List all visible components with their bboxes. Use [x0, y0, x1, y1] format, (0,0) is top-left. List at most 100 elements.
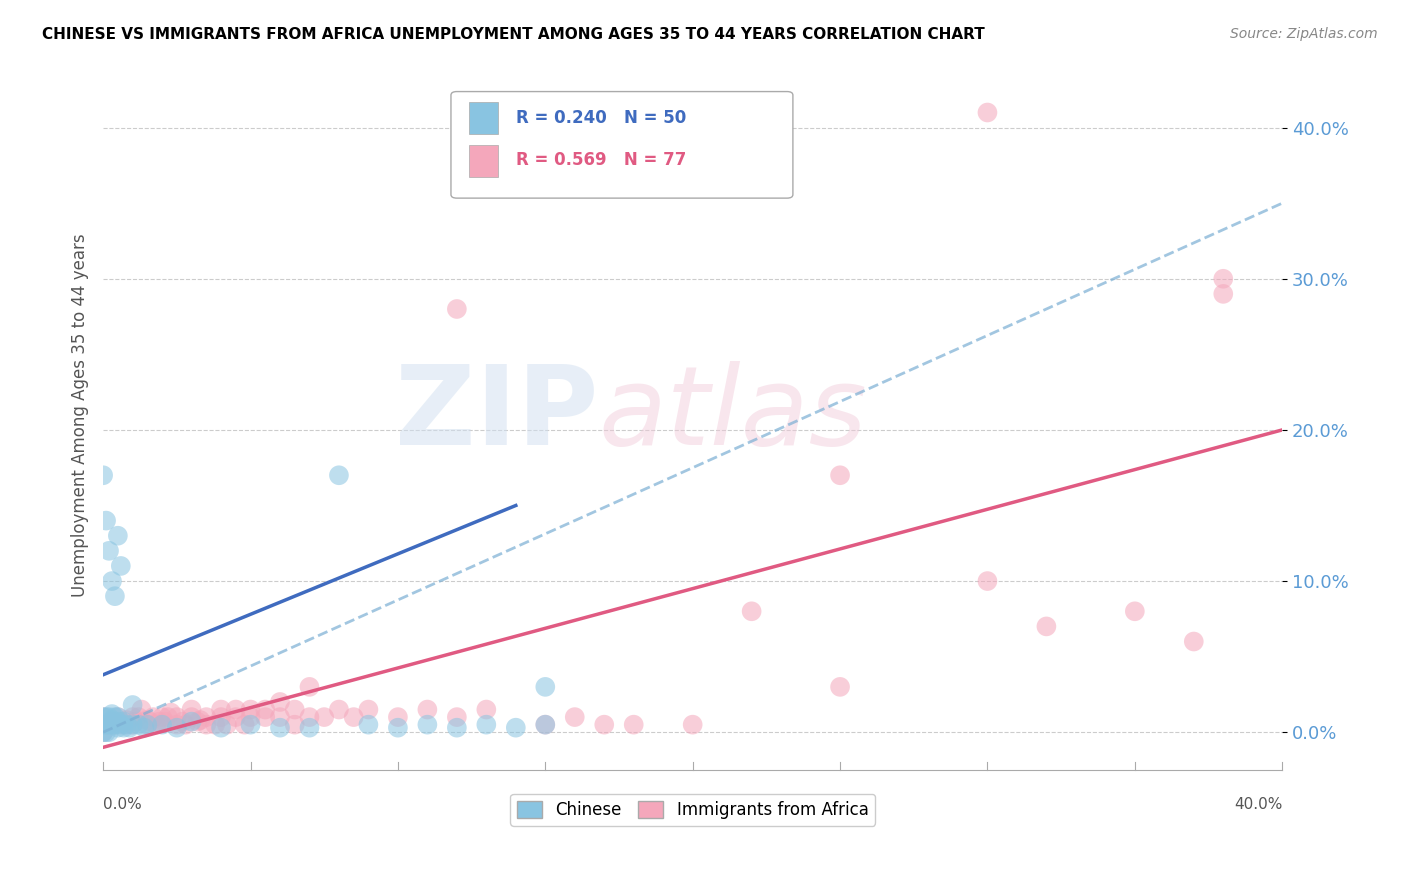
Point: [976, 574, 998, 588]
Point: [104, 717, 127, 731]
Point: [623, 717, 645, 731]
Point: [190, 713, 212, 727]
Point: [1212, 286, 1234, 301]
Bar: [468, 103, 498, 134]
Point: [104, 710, 127, 724]
Y-axis label: Unemployment Among Ages 35 to 44 years: Unemployment Among Ages 35 to 44 years: [72, 233, 89, 597]
Point: [166, 710, 188, 724]
Point: [136, 717, 159, 731]
Point: [128, 710, 150, 724]
Text: R = 0.569   N = 77: R = 0.569 N = 77: [516, 152, 686, 169]
Point: [94, 710, 117, 724]
Point: [101, 707, 124, 722]
Point: [166, 721, 188, 735]
Point: [593, 717, 616, 731]
Point: [110, 714, 132, 729]
Text: Source: ZipAtlas.com: Source: ZipAtlas.com: [1230, 27, 1378, 41]
Point: [682, 717, 704, 731]
Point: [357, 717, 380, 731]
Point: [741, 604, 763, 618]
Point: [139, 714, 162, 729]
Point: [225, 710, 247, 724]
Text: 0.0%: 0.0%: [103, 797, 142, 812]
Point: [156, 710, 179, 724]
Point: [112, 721, 135, 735]
Point: [94, 717, 117, 731]
Point: [128, 717, 150, 731]
Text: atlas: atlas: [599, 361, 868, 468]
Point: [94, 725, 117, 739]
Point: [328, 468, 350, 483]
Point: [416, 702, 439, 716]
Point: [112, 717, 135, 731]
Point: [91, 710, 114, 724]
Point: [118, 721, 141, 735]
Point: [91, 710, 114, 724]
Point: [209, 710, 232, 724]
Point: [121, 717, 143, 731]
Point: [94, 514, 117, 528]
Point: [446, 301, 468, 316]
Text: ZIP: ZIP: [395, 361, 599, 468]
Point: [1182, 634, 1205, 648]
Point: [534, 680, 557, 694]
Point: [239, 710, 262, 724]
Point: [91, 717, 114, 731]
Point: [136, 717, 159, 731]
Point: [98, 544, 121, 558]
Point: [269, 710, 291, 724]
Point: [101, 714, 124, 729]
Point: [269, 721, 291, 735]
Point: [180, 710, 202, 724]
Point: [101, 574, 124, 588]
Point: [564, 710, 586, 724]
Point: [534, 717, 557, 731]
Point: [110, 717, 132, 731]
Point: [150, 710, 173, 724]
Point: [112, 714, 135, 729]
Point: [195, 710, 218, 724]
Point: [94, 717, 117, 731]
Point: [98, 717, 121, 731]
Point: [145, 717, 167, 731]
Point: [91, 468, 114, 483]
Point: [91, 717, 114, 731]
Point: [195, 717, 218, 731]
Point: [215, 717, 238, 731]
Point: [160, 706, 183, 720]
Point: [475, 717, 498, 731]
Point: [828, 680, 851, 694]
Point: [357, 702, 380, 716]
Point: [1123, 604, 1146, 618]
Point: [976, 105, 998, 120]
Point: [298, 680, 321, 694]
Point: [233, 717, 256, 731]
Point: [104, 589, 127, 603]
Point: [1212, 272, 1234, 286]
Point: [121, 717, 143, 731]
Text: R = 0.240   N = 50: R = 0.240 N = 50: [516, 109, 686, 127]
Point: [107, 710, 129, 724]
Point: [505, 721, 527, 735]
Point: [101, 713, 124, 727]
Point: [180, 702, 202, 716]
Point: [239, 717, 262, 731]
Point: [136, 713, 159, 727]
Point: [115, 717, 138, 731]
Point: [104, 717, 127, 731]
Point: [416, 717, 439, 731]
Point: [148, 714, 170, 729]
Point: [225, 702, 247, 716]
Point: [180, 714, 202, 729]
Point: [124, 714, 146, 729]
Point: [150, 717, 173, 731]
Point: [269, 695, 291, 709]
Point: [209, 702, 232, 716]
Point: [446, 721, 468, 735]
Point: [328, 702, 350, 716]
Point: [153, 714, 176, 729]
Point: [1035, 619, 1057, 633]
Point: [284, 702, 307, 716]
Point: [107, 721, 129, 735]
Point: [91, 725, 114, 739]
